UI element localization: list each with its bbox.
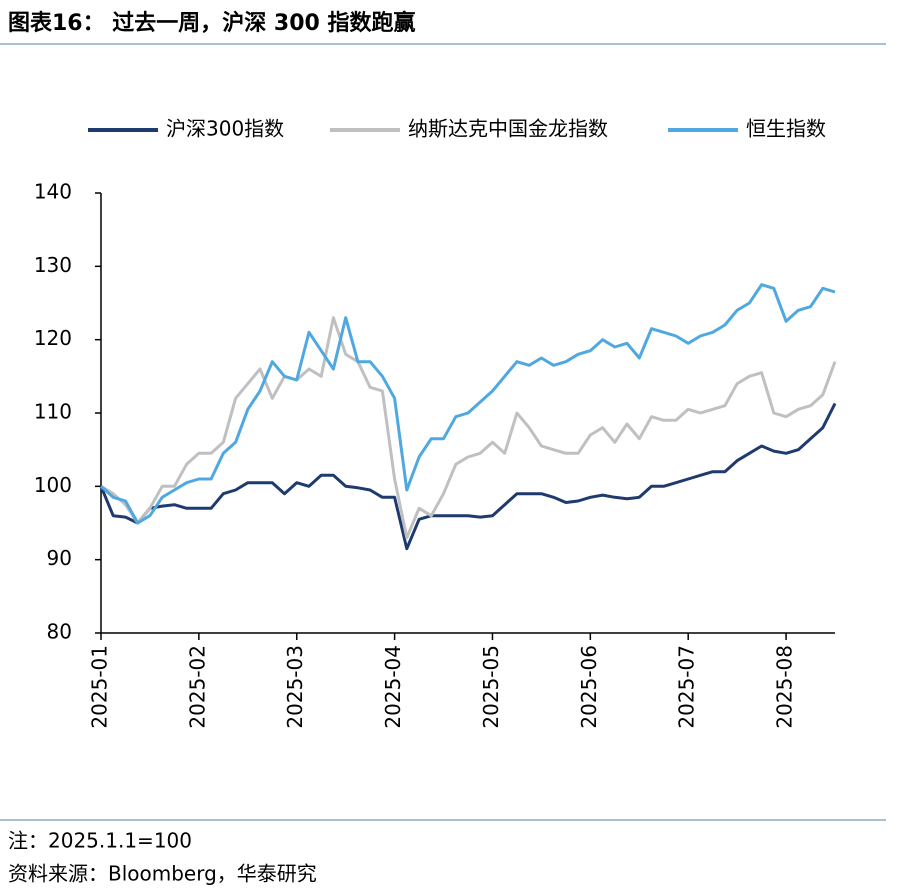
note: 注：2025.1.1=100: [8, 829, 192, 853]
x-tick-label: 2025-08: [773, 645, 797, 729]
y-tick-label: 100: [34, 473, 72, 497]
series-line: [100, 316, 837, 540]
legend-label: 恒生指数: [746, 117, 826, 141]
source: 资料来源：Bloomberg，华泰研究: [8, 862, 317, 886]
y-tick-label: 110: [34, 400, 72, 424]
legend-label: 沪深300指数: [166, 117, 284, 141]
x-tick-label: 2025-03: [283, 645, 307, 729]
y-tick-label: 140: [34, 180, 72, 204]
y-tick-label: 90: [47, 546, 72, 570]
y-tick-label: 130: [34, 253, 72, 277]
legend-label: 纳斯达克中国金龙指数: [408, 117, 608, 141]
x-tick-label: 2025-02: [185, 645, 209, 729]
x-tick-label: 2025-06: [577, 645, 601, 729]
y-tick-label: 120: [34, 326, 72, 350]
series-line: [99, 402, 837, 551]
x-tick-label: 2025-07: [675, 645, 699, 729]
x-tick-label: 2025-04: [381, 645, 405, 729]
y-tick-label: 80: [47, 620, 72, 644]
chart-title: 图表16： 过去一周，沪深 300 指数跑赢: [8, 10, 416, 36]
x-tick-label: 2025-05: [479, 645, 503, 729]
x-tick-label: 2025-01: [88, 645, 112, 729]
series-line: [99, 283, 836, 525]
